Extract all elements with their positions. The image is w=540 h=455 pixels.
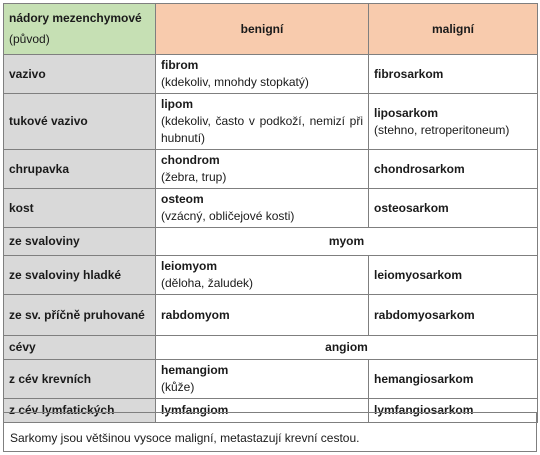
row-label: ze svaloviny hladké xyxy=(3,255,156,295)
table-row: ze svaloviny hladké leiomyom (děloha, ža… xyxy=(3,255,538,295)
benign-cell: lymfangiom xyxy=(155,398,369,423)
row-label: ze svaloviny xyxy=(3,227,156,256)
benign-note: (kdekoliv, často v podkoží, nemizí při h… xyxy=(161,114,363,145)
benign-cell: fibrom (kdekoliv, mnohdy stopkatý) xyxy=(155,54,369,94)
benign-cell: lipom (kdekoliv, často v podkoží, nemizí… xyxy=(155,93,369,150)
benign-note: (děloha, žaludek) xyxy=(161,276,254,290)
malign-name: hemangiosarkom xyxy=(374,371,474,386)
benign-note: (kdekoliv, mnohdy stopkatý) xyxy=(161,75,309,89)
table-row: z cév lymfatických lymfangiom lymfangios… xyxy=(3,398,538,423)
benign-cell: chondrom (žebra, trup) xyxy=(155,149,369,189)
malign-note: (stehno, retroperitoneum) xyxy=(374,122,510,137)
row-label: vazivo xyxy=(3,54,156,94)
table-row: z cév krevních hemangiom (kůže) hemangio… xyxy=(3,359,538,399)
benign-note: (vzácný, obličejové kosti) xyxy=(161,209,295,223)
malign-name: rabdomyosarkom xyxy=(374,307,475,322)
malign-name: osteosarkom xyxy=(374,200,449,215)
header-origin-cell: nádory mezenchymové (původ) xyxy=(3,3,156,55)
malign-cell: lymfangiosarkom xyxy=(368,398,538,423)
benign-name: osteom xyxy=(161,192,204,206)
benign-note: (žebra, trup) xyxy=(161,170,227,184)
benign-name: rabdomyom xyxy=(161,307,230,322)
benign-cell: rabdomyom xyxy=(155,294,369,336)
footnote-text: Sarkomy jsou většinou vysoce maligní, me… xyxy=(10,431,360,445)
table-row: vazivo fibrom (kdekoliv, mnohdy stopkatý… xyxy=(3,54,538,94)
malign-name: liposarkom xyxy=(374,105,439,120)
row-label: chrupavka xyxy=(3,149,156,189)
malign-name: chondrosarkom xyxy=(374,161,465,176)
benign-note: (kůže) xyxy=(161,380,195,394)
row-label: z cév lymfatických xyxy=(3,398,156,423)
malign-name: fibrosarkom xyxy=(374,66,444,81)
benign-name: chondrom xyxy=(161,153,220,167)
benign-name: leiomyom xyxy=(161,259,218,273)
row-label: tukové vazivo xyxy=(3,93,156,150)
row-label: z cév krevních xyxy=(3,359,156,399)
malign-cell: rabdomyosarkom xyxy=(368,294,538,336)
table-row: ze svaloviny myom xyxy=(3,227,538,256)
benign-name: hemangiom xyxy=(161,363,229,377)
malign-cell: leiomyosarkom xyxy=(368,255,538,295)
malign-name: lymfangiosarkom xyxy=(374,403,474,417)
table-row: chrupavka chondrom (žebra, trup) chondro… xyxy=(3,149,538,189)
malign-cell: osteosarkom xyxy=(368,188,538,228)
table-header-row: nádory mezenchymové (původ) benigní mali… xyxy=(3,3,538,55)
row-label: cévy xyxy=(3,335,156,360)
table-row: cévy angiom xyxy=(3,335,538,360)
row-label: ze sv. příčně pruhované xyxy=(3,294,156,336)
row-label: kost xyxy=(3,188,156,228)
footnote-box: Sarkomy jsou většinou vysoce maligní, me… xyxy=(3,412,537,452)
merged-cell: myom xyxy=(155,227,538,256)
malign-cell: fibrosarkom xyxy=(368,54,538,94)
malign-cell: hemangiosarkom xyxy=(368,359,538,399)
table-row: tukové vazivo lipom (kdekoliv, často v p… xyxy=(3,93,538,150)
header-malign: maligní xyxy=(368,3,538,55)
header-origin-subtitle: (původ) xyxy=(9,32,50,46)
benign-name: lipom xyxy=(161,97,193,111)
benign-cell: hemangiom (kůže) xyxy=(155,359,369,399)
benign-name: lymfangiom xyxy=(161,403,229,417)
benign-cell: osteom (vzácný, obličejové kosti) xyxy=(155,188,369,228)
header-origin-title: nádory mezenchymové xyxy=(9,11,142,25)
table-row: ze sv. příčně pruhované rabdomyom rabdom… xyxy=(3,294,538,336)
benign-cell: leiomyom (děloha, žaludek) xyxy=(155,255,369,295)
merged-cell: angiom xyxy=(155,335,538,360)
header-benign: benigní xyxy=(155,3,369,55)
tumor-table: nádory mezenchymové (původ) benigní mali… xyxy=(3,3,538,423)
malign-name: leiomyosarkom xyxy=(374,267,463,282)
malign-cell: liposarkom (stehno, retroperitoneum) xyxy=(368,93,538,150)
benign-name: fibrom xyxy=(161,58,199,72)
malign-cell: chondrosarkom xyxy=(368,149,538,189)
table-row: kost osteom (vzácný, obličejové kosti) o… xyxy=(3,188,538,228)
